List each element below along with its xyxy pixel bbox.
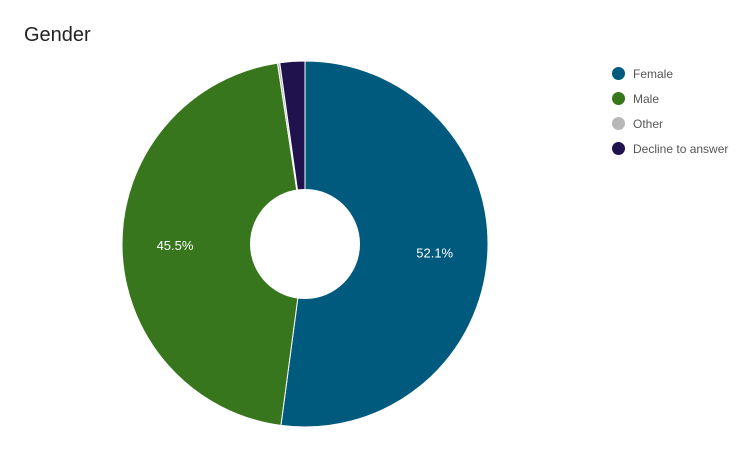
donut-hole	[250, 189, 360, 299]
legend-item-other[interactable]: Other	[612, 111, 728, 136]
legend-swatch-decline-to-answer	[612, 142, 625, 155]
slice-female[interactable]	[280, 60, 489, 428]
legend-swatch-other	[612, 117, 625, 130]
legend-label-other: Other	[633, 116, 664, 131]
legend-swatch-female	[612, 67, 625, 80]
slice-label-female: 52.1%	[416, 246, 453, 261]
legend-item-female[interactable]: Female	[612, 61, 728, 86]
chart-title: Gender	[24, 24, 91, 46]
legend-item-decline-to-answer[interactable]: Decline to answer	[612, 136, 728, 161]
slice-label-male: 45.5%	[157, 238, 194, 253]
legend-label-decline-to-answer: Decline to answer	[633, 141, 729, 156]
slice-labels-group: 52.1% 45.5%	[157, 238, 454, 260]
legend: Female Male Other Decline to answer	[612, 61, 728, 161]
legend-item-male[interactable]: Male	[612, 86, 728, 111]
legend-swatch-male	[612, 92, 625, 105]
legend-label-male: Male	[633, 91, 660, 106]
legend-label-female: Female	[633, 66, 674, 81]
slice-male[interactable]	[121, 62, 306, 426]
